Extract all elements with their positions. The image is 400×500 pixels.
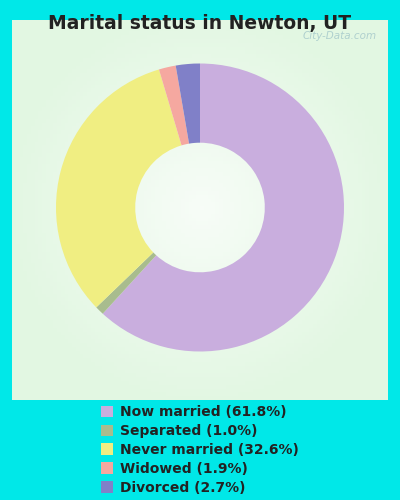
Wedge shape [159,66,189,146]
Wedge shape [96,252,156,314]
Legend: Now married (61.8%), Separated (1.0%), Never married (32.6%), Widowed (1.9%), Di: Now married (61.8%), Separated (1.0%), N… [100,404,300,496]
Text: Marital status in Newton, UT: Marital status in Newton, UT [48,14,352,33]
Text: City-Data.com: City-Data.com [302,32,377,42]
Wedge shape [176,64,200,144]
Wedge shape [103,64,344,352]
Wedge shape [56,70,182,308]
